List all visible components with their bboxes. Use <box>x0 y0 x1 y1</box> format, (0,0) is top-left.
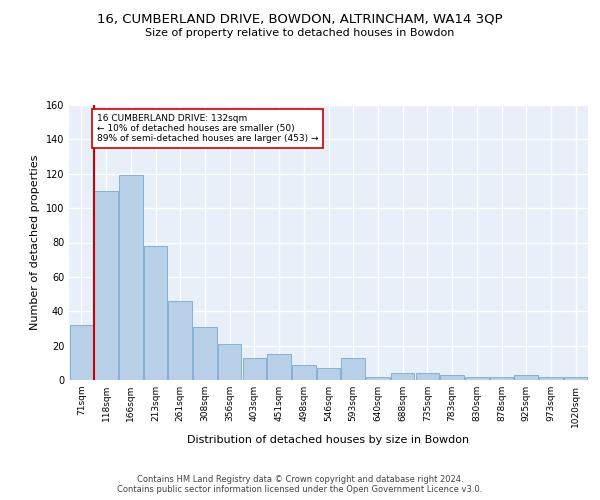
Bar <box>292 364 316 380</box>
Bar <box>416 373 439 380</box>
Bar <box>465 376 488 380</box>
Bar <box>94 191 118 380</box>
Bar <box>391 373 415 380</box>
Text: Size of property relative to detached houses in Bowdon: Size of property relative to detached ho… <box>145 28 455 38</box>
Bar <box>193 326 217 380</box>
Bar <box>218 344 241 380</box>
Bar <box>514 375 538 380</box>
Bar <box>490 376 513 380</box>
Bar <box>144 246 167 380</box>
Text: 16 CUMBERLAND DRIVE: 132sqm
← 10% of detached houses are smaller (50)
89% of sem: 16 CUMBERLAND DRIVE: 132sqm ← 10% of det… <box>97 114 318 144</box>
Bar <box>564 376 587 380</box>
Text: 16, CUMBERLAND DRIVE, BOWDON, ALTRINCHAM, WA14 3QP: 16, CUMBERLAND DRIVE, BOWDON, ALTRINCHAM… <box>97 12 503 26</box>
Bar <box>440 375 464 380</box>
Bar <box>317 368 340 380</box>
Y-axis label: Number of detached properties: Number of detached properties <box>30 155 40 330</box>
Bar <box>119 176 143 380</box>
Bar <box>242 358 266 380</box>
Text: Contains HM Land Registry data © Crown copyright and database right 2024.
Contai: Contains HM Land Registry data © Crown c… <box>118 474 482 494</box>
Bar <box>268 354 291 380</box>
Bar <box>366 376 389 380</box>
X-axis label: Distribution of detached houses by size in Bowdon: Distribution of detached houses by size … <box>187 435 470 445</box>
Bar <box>539 376 563 380</box>
Bar <box>341 358 365 380</box>
Bar <box>70 325 93 380</box>
Bar <box>169 301 192 380</box>
